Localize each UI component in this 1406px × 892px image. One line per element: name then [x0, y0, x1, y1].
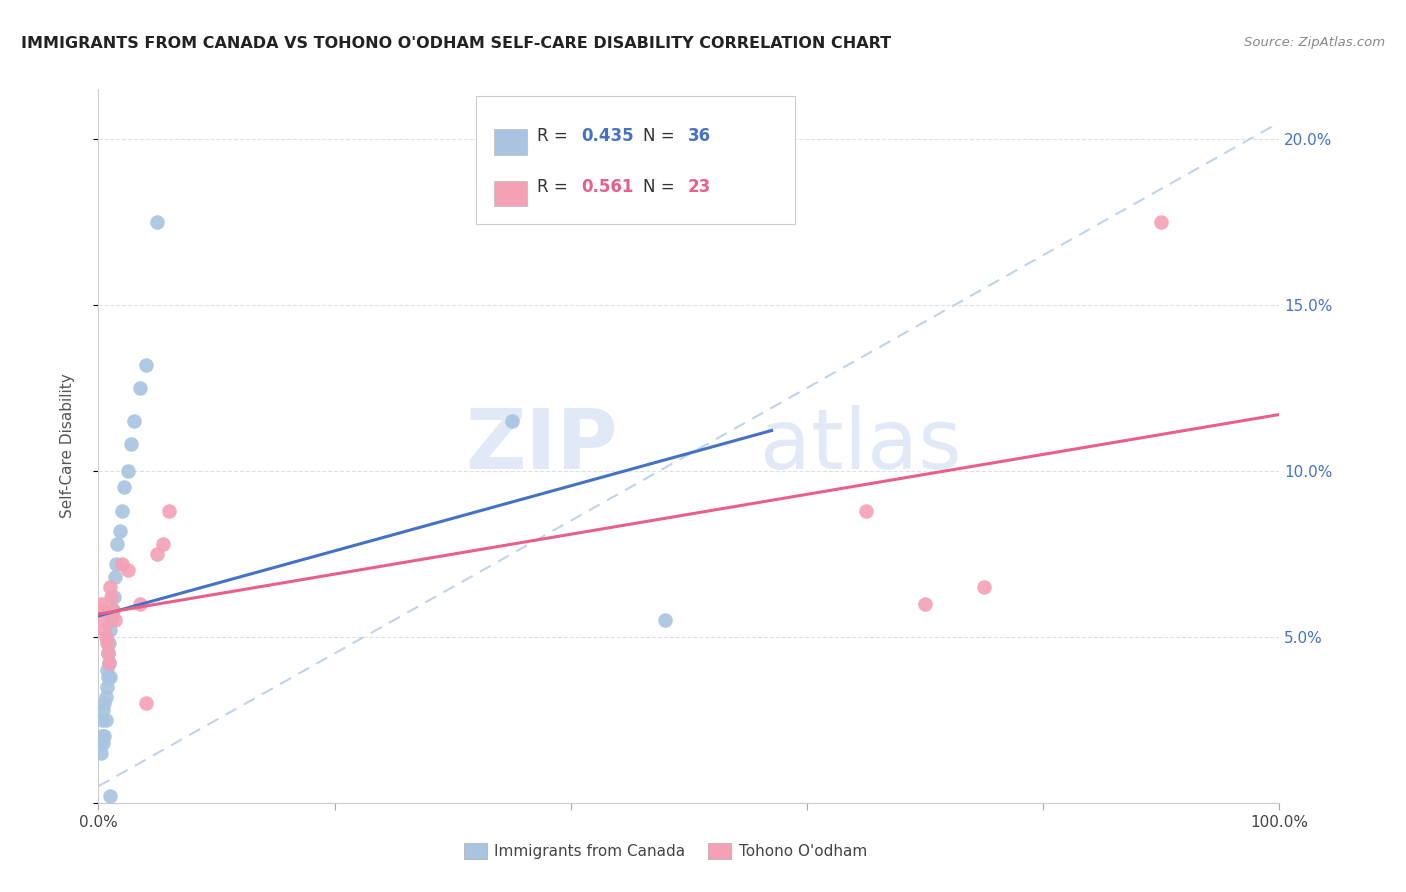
Point [98, 670, 121, 684]
Point [152, 537, 174, 551]
Point [914, 597, 936, 611]
Text: 36: 36 [688, 127, 711, 145]
Point [146, 547, 169, 561]
Point [654, 613, 676, 627]
Point [105, 537, 128, 551]
Y-axis label: Self-Care Disability: Self-Care Disability [60, 374, 75, 518]
Point [101, 603, 124, 617]
Point [157, 504, 180, 518]
Point [91, 613, 114, 627]
Point [121, 437, 143, 451]
Point [104, 613, 127, 627]
Point [91, 603, 114, 617]
Point [1150, 215, 1173, 229]
Point [98, 636, 121, 650]
Point [90, 746, 112, 760]
Point [117, 564, 139, 578]
Point [103, 590, 125, 604]
FancyBboxPatch shape [494, 129, 527, 155]
FancyBboxPatch shape [477, 96, 796, 224]
Point [94, 713, 117, 727]
Point [91, 713, 114, 727]
Point [112, 481, 135, 495]
Point [128, 381, 150, 395]
Point [91, 703, 114, 717]
Point [89, 736, 111, 750]
Text: R =: R = [537, 127, 572, 145]
Point [105, 557, 128, 571]
Text: atlas: atlas [759, 406, 962, 486]
Point [94, 690, 117, 704]
Point [98, 657, 121, 671]
Point [98, 657, 121, 671]
Text: 0.435: 0.435 [582, 127, 634, 145]
Point [100, 613, 122, 627]
Point [973, 580, 995, 594]
Text: ZIP: ZIP [465, 406, 619, 486]
Text: R =: R = [537, 178, 572, 196]
Point [855, 504, 877, 518]
Point [111, 557, 134, 571]
Point [91, 730, 114, 744]
Point [98, 624, 121, 638]
Point [97, 670, 120, 684]
Text: Source: ZipAtlas.com: Source: ZipAtlas.com [1244, 36, 1385, 49]
FancyBboxPatch shape [494, 181, 527, 206]
Point [97, 647, 120, 661]
Text: 0.561: 0.561 [582, 178, 634, 196]
Point [111, 504, 134, 518]
Point [93, 730, 115, 744]
Text: N =: N = [643, 127, 679, 145]
Point [128, 597, 150, 611]
Point [108, 524, 131, 538]
Point [501, 414, 523, 428]
Text: N =: N = [643, 178, 679, 196]
Point [98, 580, 121, 594]
Point [93, 696, 115, 710]
Point [94, 630, 117, 644]
Point [100, 590, 122, 604]
Point [122, 414, 145, 428]
Point [97, 647, 120, 661]
Point [96, 663, 118, 677]
Legend: Immigrants from Canada, Tohono O'odham: Immigrants from Canada, Tohono O'odham [456, 835, 875, 866]
Point [98, 789, 121, 804]
Point [117, 464, 139, 478]
Point [96, 680, 118, 694]
Point [90, 597, 112, 611]
Point [146, 215, 169, 229]
Text: 23: 23 [688, 178, 711, 196]
Point [135, 696, 157, 710]
Point [101, 603, 124, 617]
Point [91, 736, 114, 750]
Point [104, 570, 127, 584]
Point [135, 358, 157, 372]
Point [93, 624, 115, 638]
Point [96, 636, 118, 650]
Text: IMMIGRANTS FROM CANADA VS TOHONO O'ODHAM SELF-CARE DISABILITY CORRELATION CHART: IMMIGRANTS FROM CANADA VS TOHONO O'ODHAM… [21, 36, 891, 51]
